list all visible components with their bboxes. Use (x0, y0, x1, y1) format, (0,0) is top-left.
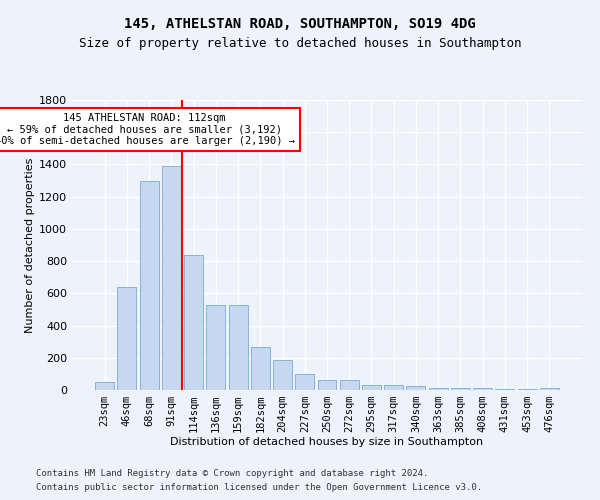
Bar (451, 388, 470, 390)
Bar (362, 385, 381, 390)
Bar (518, 389, 536, 390)
Bar (184, 254, 203, 390)
Text: 145 ATHELSTAN ROAD: 112sqm
← 59% of detached houses are smaller (3,192)
40% of s: 145 ATHELSTAN ROAD: 112sqm ← 59% of deta… (0, 113, 295, 146)
Text: Contains public sector information licensed under the Open Government Licence v3: Contains public sector information licen… (36, 484, 482, 492)
Bar (162, 166, 181, 390)
Bar (206, 304, 225, 390)
Bar (429, 388, 448, 390)
Y-axis label: Number of detached properties: Number of detached properties (25, 158, 35, 332)
Bar (317, 380, 337, 390)
Bar (406, 386, 425, 390)
Bar (273, 360, 292, 390)
Bar (140, 180, 158, 390)
Bar (229, 304, 248, 390)
X-axis label: Distribution of detached houses by size in Southampton: Distribution of detached houses by size … (170, 436, 484, 446)
Bar (95, 382, 114, 390)
Bar (496, 388, 514, 390)
Text: Contains HM Land Registry data © Crown copyright and database right 2024.: Contains HM Land Registry data © Crown c… (36, 468, 428, 477)
Bar (540, 388, 559, 390)
Bar (295, 374, 314, 390)
Bar (473, 388, 492, 390)
Bar (384, 385, 403, 390)
Text: Size of property relative to detached houses in Southampton: Size of property relative to detached ho… (79, 38, 521, 51)
Bar (340, 380, 359, 390)
Text: 145, ATHELSTAN ROAD, SOUTHAMPTON, SO19 4DG: 145, ATHELSTAN ROAD, SOUTHAMPTON, SO19 4… (124, 18, 476, 32)
Bar (251, 348, 270, 390)
Bar (118, 287, 136, 390)
